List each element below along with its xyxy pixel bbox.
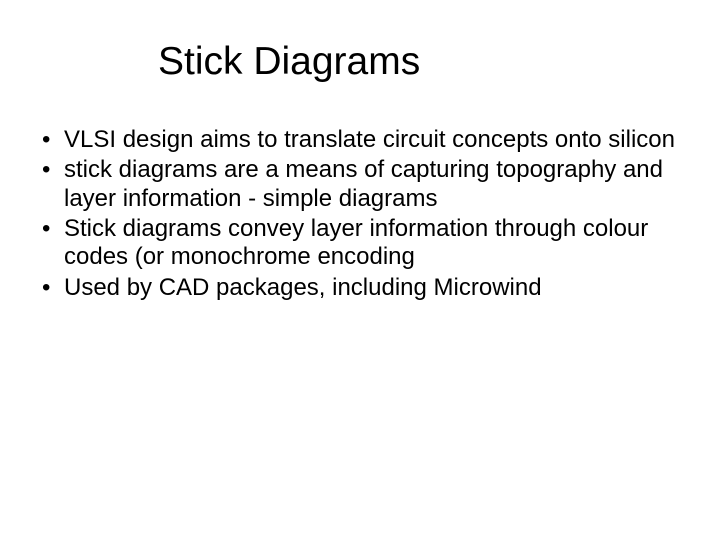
slide-title: Stick Diagrams xyxy=(158,40,682,84)
list-item: stick diagrams are a means of capturing … xyxy=(38,156,682,213)
list-item: Used by CAD packages, including Microwin… xyxy=(38,274,682,302)
slide-container: Stick Diagrams VLSI design aims to trans… xyxy=(0,0,720,540)
list-item: VLSI design aims to translate circuit co… xyxy=(38,126,682,154)
bullet-list: VLSI design aims to translate circuit co… xyxy=(38,126,682,302)
list-item: Stick diagrams convey layer information … xyxy=(38,215,682,272)
